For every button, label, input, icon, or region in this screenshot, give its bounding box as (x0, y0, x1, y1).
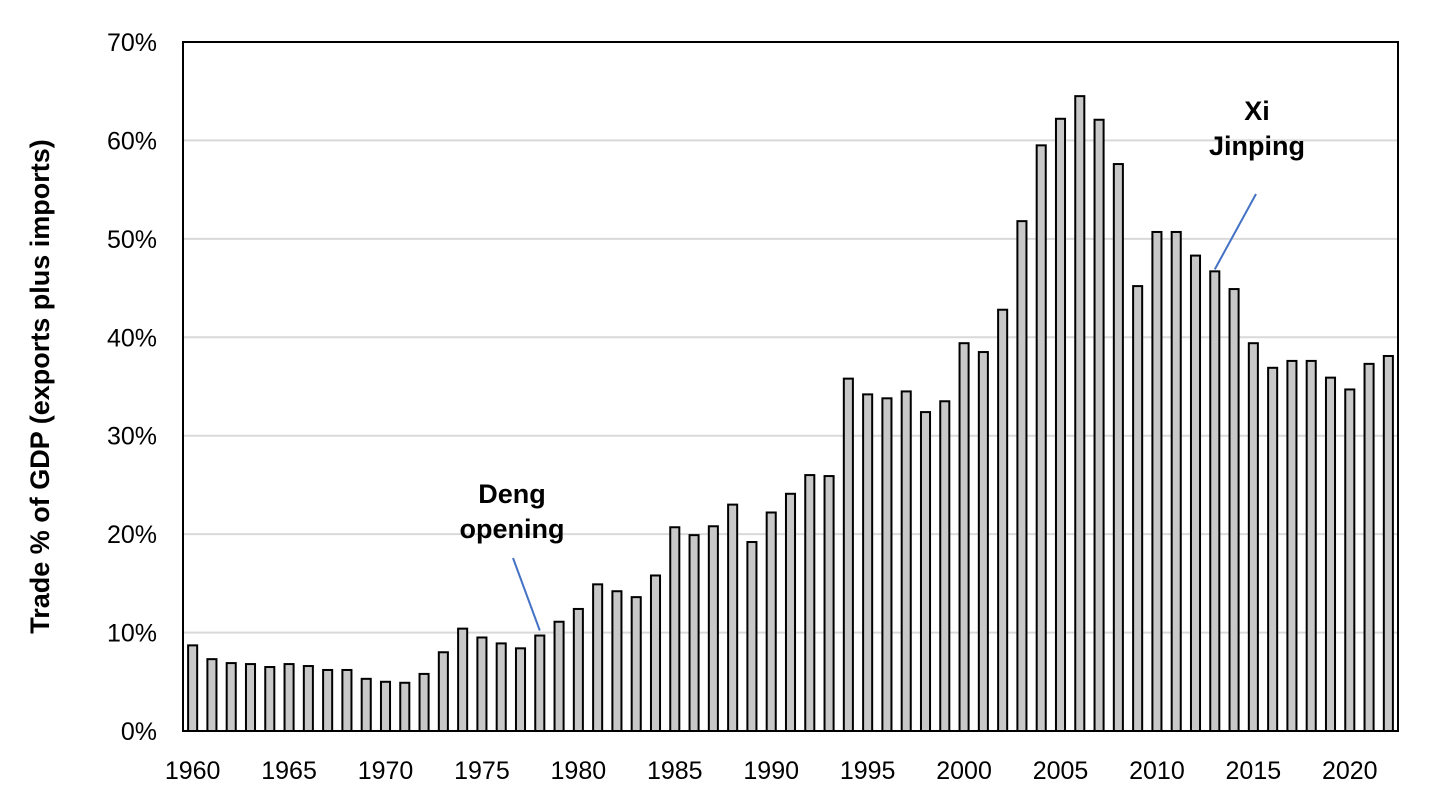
bar (1324, 376, 1337, 732)
bar (688, 534, 700, 732)
x-tick-label: 1995 (840, 757, 896, 785)
bar (939, 400, 951, 732)
bar (225, 662, 237, 732)
bar (1189, 254, 1202, 732)
bar (437, 651, 449, 732)
bar (997, 308, 1009, 732)
bar (1016, 220, 1028, 732)
annotations: Deng opening Xi Jinping (460, 96, 1305, 631)
bar (399, 681, 411, 733)
y-tick-label: 0% (121, 718, 157, 746)
bar (842, 377, 854, 732)
bar (1267, 366, 1279, 732)
bar (379, 680, 392, 732)
bar (302, 665, 314, 733)
bar (457, 627, 469, 732)
x-tick-label: 2015 (1226, 757, 1282, 785)
annotation-label: Xi (1244, 96, 1270, 126)
bar (341, 668, 353, 733)
y-tick-label: 30% (107, 423, 157, 451)
bar (707, 525, 719, 732)
bar (919, 411, 932, 732)
annotation-label: Deng (478, 479, 546, 509)
x-tick-label: 1960 (165, 757, 221, 785)
bar (264, 666, 276, 732)
bar (977, 351, 989, 732)
bar (476, 636, 488, 732)
y-tick-label: 60% (107, 127, 157, 155)
bar (862, 393, 874, 732)
x-tick-label: 1965 (261, 757, 317, 785)
annotation-leader (1213, 193, 1257, 270)
bar (1074, 95, 1086, 732)
bar (187, 644, 199, 732)
bar (1132, 285, 1144, 732)
bar (1093, 118, 1105, 733)
x-tick-label: 1975 (454, 757, 510, 785)
bar (1170, 230, 1182, 733)
bar (418, 672, 430, 733)
bar (823, 475, 835, 732)
bar (495, 642, 507, 732)
annotation-leader (512, 557, 541, 631)
bar (1112, 163, 1124, 732)
x-tick-label: 2005 (1033, 757, 1089, 785)
bar (630, 596, 642, 732)
bar (900, 390, 912, 732)
y-tick-labels: 0% 10% 20% 30% 40% 50% 60% 70% (107, 29, 157, 746)
bar (572, 607, 584, 732)
bar (514, 647, 527, 733)
bars (187, 95, 1394, 733)
bar (881, 397, 893, 732)
bar (360, 677, 372, 733)
bar (592, 583, 604, 732)
bar (746, 541, 758, 733)
annotation-label: opening (460, 514, 565, 544)
bar (1382, 354, 1394, 732)
bar (1363, 362, 1375, 732)
y-tick-label: 70% (107, 29, 157, 57)
bar (534, 634, 546, 733)
bar (283, 663, 295, 732)
bar (1344, 388, 1356, 732)
x-tick-label: 1970 (358, 757, 414, 785)
bar (244, 663, 257, 732)
bar (1247, 342, 1259, 732)
y-axis-title: Trade % of GDP (exports plus imports) (25, 139, 55, 634)
x-tick-label: 1985 (647, 757, 703, 785)
bar (553, 620, 565, 732)
x-tick-label: 1980 (551, 757, 607, 785)
y-tick-label: 40% (107, 324, 157, 352)
bar (1286, 359, 1298, 732)
plot-frame (182, 41, 1399, 732)
bar (784, 492, 797, 732)
bar (206, 658, 218, 733)
bar (649, 574, 662, 732)
bar (322, 668, 334, 733)
bar (958, 342, 970, 732)
bar (804, 474, 816, 733)
bar (1035, 144, 1047, 733)
bar (1209, 270, 1221, 732)
bar (1228, 288, 1240, 732)
x-tick-label: 2000 (936, 757, 992, 785)
bar (611, 590, 623, 733)
x-tick-label: 2020 (1322, 757, 1378, 785)
x-tick-label: 2010 (1129, 757, 1185, 785)
y-tick-label: 50% (107, 226, 157, 254)
bar (1054, 117, 1067, 732)
bar (669, 526, 681, 733)
x-tick-label: 1990 (743, 757, 799, 785)
bar (1305, 359, 1317, 732)
bar (765, 511, 777, 733)
bar (727, 503, 739, 732)
annotation-label: Jinping (1209, 131, 1305, 161)
y-tick-label: 20% (107, 521, 157, 549)
y-tick-label: 10% (107, 620, 157, 648)
bar (1151, 230, 1163, 733)
x-tick-labels: 1960 1965 1970 1975 1980 1985 1990 1995 2000 2005… (165, 757, 1378, 785)
